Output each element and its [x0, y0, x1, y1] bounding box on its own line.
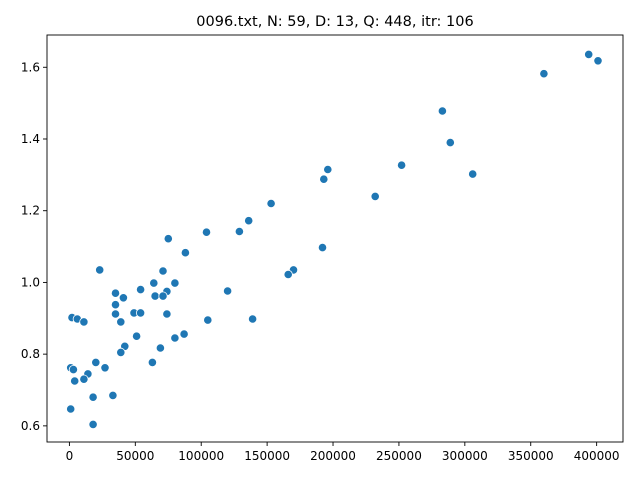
data-point: [70, 376, 80, 386]
data-point: [170, 278, 180, 288]
data-point: [163, 234, 173, 244]
chart-title: 0096.txt, N: 59, D: 13, Q: 448, itr: 106: [196, 14, 473, 30]
data-point: [283, 269, 293, 280]
x-tick-label: 150000: [244, 449, 290, 463]
x-tick-label: 50000: [116, 449, 154, 463]
data-point: [108, 390, 118, 400]
data-point: [118, 293, 129, 303]
data-point: [248, 314, 258, 324]
data-point: [91, 357, 101, 367]
data-point: [158, 266, 168, 276]
data-point: [266, 198, 276, 209]
y-tick-label: 1.0: [21, 275, 40, 289]
points-layer: [66, 49, 603, 429]
data-point: [170, 333, 180, 343]
y-tick-label: 1.4: [21, 132, 40, 146]
data-point: [180, 248, 190, 258]
data-point: [323, 164, 333, 175]
data-point: [79, 374, 89, 384]
data-point: [66, 404, 76, 414]
x-tick-label: 100000: [178, 449, 224, 463]
data-point: [437, 106, 447, 116]
data-point: [150, 291, 160, 301]
data-point: [201, 227, 212, 237]
x-tick-label: 0: [66, 449, 74, 463]
y-tick-label: 0.6: [21, 419, 40, 433]
data-point: [88, 392, 98, 402]
data-point: [110, 309, 121, 319]
data-point: [79, 317, 89, 327]
data-point: [68, 364, 79, 375]
x-tick-label: 300000: [442, 449, 488, 463]
data-point: [88, 419, 98, 429]
data-point: [158, 291, 168, 301]
data-point: [445, 138, 455, 148]
data-point: [593, 56, 603, 66]
x-tick-label: 200000: [310, 449, 356, 463]
axes-frame: [46, 34, 624, 443]
data-point: [539, 69, 549, 79]
data-point: [396, 160, 407, 170]
data-point: [468, 169, 478, 179]
x-tick-label: 400000: [574, 449, 620, 463]
x-tick-label: 250000: [376, 449, 422, 463]
y-tick-label: 0.8: [21, 347, 40, 361]
data-point: [584, 49, 594, 60]
y-tick-label: 1.2: [21, 204, 40, 218]
axes-layer: 0 50000 100000 150000 200000 250000 300000 3500…: [21, 34, 624, 463]
data-point: [100, 363, 110, 373]
data-point: [110, 288, 121, 298]
data-point: [317, 243, 328, 253]
data-point: [116, 347, 126, 357]
data-point: [162, 309, 172, 319]
data-point: [116, 317, 126, 327]
data-point: [147, 357, 157, 367]
plot-area: [47, 35, 623, 442]
data-point: [136, 308, 146, 318]
data-point: [244, 216, 254, 226]
data-point: [319, 174, 329, 184]
data-point: [110, 300, 121, 310]
x-tick-label: 350000: [508, 449, 554, 463]
data-point: [155, 343, 165, 353]
data-point: [95, 265, 105, 275]
data-point: [223, 286, 233, 296]
data-point: [203, 315, 213, 325]
y-tick-label: 1.6: [21, 60, 40, 74]
data-point: [149, 278, 159, 288]
data-point: [136, 284, 146, 295]
data-point: [179, 329, 189, 339]
data-point: [234, 226, 244, 237]
data-point: [370, 191, 380, 201]
data-point: [132, 331, 142, 341]
